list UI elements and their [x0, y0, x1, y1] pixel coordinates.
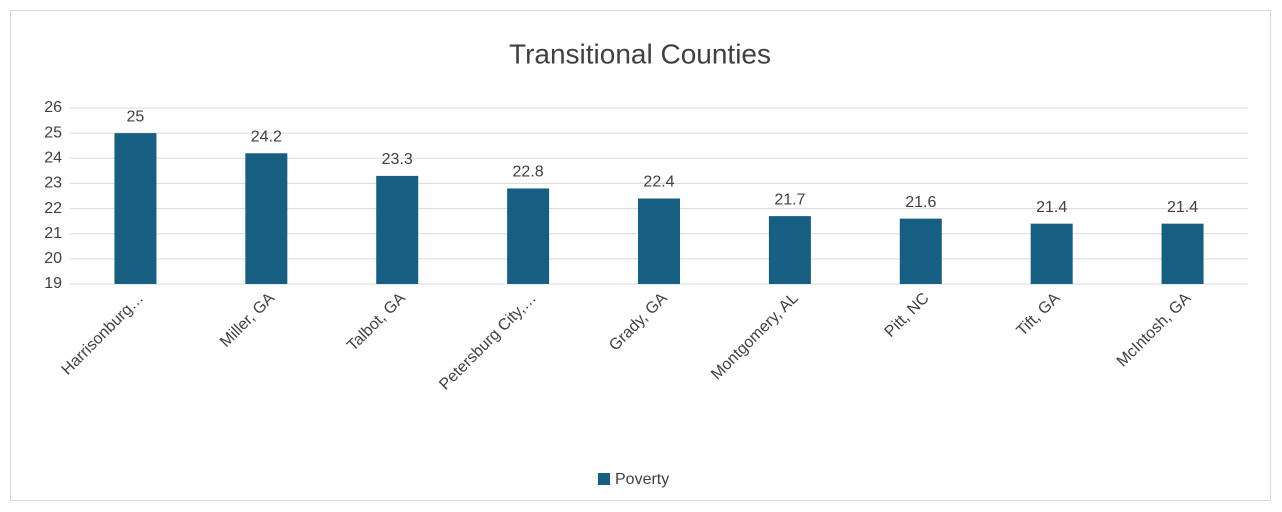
bar — [245, 153, 288, 284]
bar — [1161, 223, 1204, 284]
bar — [376, 175, 419, 284]
legend-label: Poverty — [615, 471, 669, 488]
data-label: 21.7 — [774, 191, 805, 208]
legend-swatch — [598, 473, 610, 485]
y-tick-label: 22 — [44, 200, 62, 217]
y-tick-label: 24 — [44, 150, 62, 167]
data-label: 25 — [127, 108, 145, 125]
bar — [638, 198, 680, 284]
data-label: 21.6 — [905, 194, 936, 211]
y-tick-label: 19 — [44, 275, 62, 292]
data-label: 21.4 — [1167, 199, 1198, 216]
bar — [114, 133, 157, 284]
chart-title: Transitional Counties — [509, 38, 771, 69]
y-tick-label: 25 — [44, 124, 62, 141]
bar — [768, 216, 811, 284]
bar — [1030, 223, 1073, 284]
bar — [507, 188, 550, 284]
y-tick-label: 21 — [44, 225, 62, 242]
bar — [899, 218, 942, 284]
data-label: 22.8 — [513, 164, 544, 181]
y-tick-label: 23 — [44, 175, 62, 192]
data-label: 23.3 — [382, 151, 413, 168]
data-label: 22.4 — [643, 174, 674, 191]
y-tick-label: 20 — [44, 250, 62, 267]
data-label: 24.2 — [251, 128, 282, 145]
y-tick-label: 26 — [44, 99, 62, 116]
data-label: 21.4 — [1036, 199, 1067, 216]
